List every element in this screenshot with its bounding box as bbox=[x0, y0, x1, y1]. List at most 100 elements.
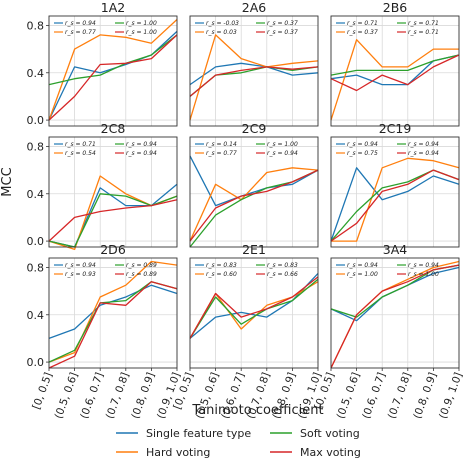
x-tick-label: (0.6, 0.7] bbox=[360, 371, 388, 420]
bottom-legend-label: Max voting bbox=[300, 446, 361, 459]
series-line-max-voting bbox=[330, 264, 460, 369]
bottom-legend: Single feature type Hard voting Soft votin… bbox=[116, 427, 361, 459]
series-line-soft-voting bbox=[48, 34, 178, 86]
panel-title: 2E1 bbox=[242, 242, 266, 257]
panel-title: 2C9 bbox=[242, 121, 267, 136]
y-tick-label: 0.0 bbox=[27, 114, 45, 127]
x-tick-label: (0.5, 0.6] bbox=[53, 371, 81, 420]
series-line-hard-voting bbox=[189, 281, 319, 339]
inner-legend-label: r_s = 0.14 bbox=[206, 141, 237, 148]
panel-title: 2D6 bbox=[100, 242, 126, 257]
x-tick-label: (0.7, 0.8] bbox=[104, 371, 132, 420]
inner-legend-label: r_s = 0.93 bbox=[65, 271, 96, 278]
inner-legend-label: r_s = 0.94 bbox=[126, 141, 157, 148]
inner-legend-label: r_s = 0.94 bbox=[408, 141, 439, 148]
inner-legend-label: r_s = 0.37 bbox=[267, 29, 298, 36]
x-tick-label: (0.7, 0.8] bbox=[386, 371, 414, 420]
series-line-hard-voting bbox=[331, 157, 460, 242]
inner-legend-label: r_s = 0.37 bbox=[347, 29, 378, 36]
inner-legend-label: r_s = 0.75 bbox=[347, 150, 378, 157]
y-tick-label: 0.0 bbox=[27, 235, 45, 248]
series-line-hard-voting bbox=[48, 175, 178, 251]
panel-frame bbox=[48, 257, 178, 369]
series-line-max-voting bbox=[189, 276, 319, 339]
series-line-max-voting bbox=[330, 169, 460, 242]
bottom-legend-label: Single feature type bbox=[146, 427, 251, 440]
series-line-single-feature-type bbox=[48, 30, 178, 121]
series-line-max-voting bbox=[48, 199, 178, 242]
series-line-soft-voting bbox=[330, 54, 460, 76]
inner-legend-label: r_s = 1.00 bbox=[126, 29, 157, 36]
y-tick-label: 0.8 bbox=[27, 261, 45, 274]
panel-title: 2B6 bbox=[383, 0, 408, 15]
x-tick-label: (0.9, 1.0] bbox=[437, 371, 465, 420]
series-line-soft-voting bbox=[330, 169, 460, 242]
y-tick-label: 0.0 bbox=[27, 356, 45, 369]
series-line-hard-voting bbox=[48, 19, 178, 121]
series-line-single-feature-type bbox=[189, 62, 319, 86]
panels-layer: 1A2 r_s = 0.94 r_s = 1.00 r_s = 0.77 r_s = 1… bbox=[27, 0, 465, 420]
series-line-max-voting bbox=[330, 54, 460, 92]
inner-legend-label: r_s = -0.03 bbox=[206, 20, 239, 27]
inner-legend-label: r_s = 0.94 bbox=[126, 150, 157, 157]
panel-title: 2C19 bbox=[379, 121, 412, 136]
series-line-single-feature-type bbox=[48, 284, 178, 340]
inner-legend-label: r_s = 0.03 bbox=[206, 29, 237, 36]
x-tick-label: [0, 0.5] bbox=[30, 371, 54, 411]
panel-frame bbox=[330, 257, 460, 369]
inner-legend-label: r_s = 0.77 bbox=[65, 29, 96, 36]
inner-legend-label: r_s = 0.77 bbox=[206, 150, 237, 157]
inner-legend-label: r_s = 0.71 bbox=[408, 29, 439, 36]
inner-legend-label: r_s = 0.94 bbox=[65, 20, 96, 27]
x-tick-label: (0.5, 0.6] bbox=[335, 371, 363, 420]
y-tick-label: 0.4 bbox=[27, 67, 45, 80]
bottom-legend-label: Soft voting bbox=[300, 427, 360, 440]
panel-2c9: 2C9 r_s = 0.14 r_s = 1.00 r_s = 0.77 r_s = 0… bbox=[189, 121, 319, 248]
inner-legend-label: r_s = 1.00 bbox=[267, 141, 298, 148]
inner-legend-label: r_s = 0.71 bbox=[65, 141, 96, 148]
series-line-hard-voting bbox=[189, 167, 319, 242]
series-line-max-voting bbox=[48, 281, 178, 369]
inner-legend-label: r_s = 0.94 bbox=[65, 262, 96, 269]
inner-legend-label: r_s = 0.66 bbox=[267, 271, 298, 278]
panel-frame bbox=[189, 15, 319, 127]
inner-legend-label: r_s = 0.60 bbox=[206, 271, 237, 278]
series-line-single-feature-type bbox=[330, 167, 460, 242]
bottom-legend-label: Hard voting bbox=[146, 446, 210, 459]
y-tick-label: 0.8 bbox=[27, 140, 45, 153]
inner-legend-label: r_s = 0.94 bbox=[347, 262, 378, 269]
panel-frame bbox=[48, 136, 178, 248]
series-line-hard-voting bbox=[189, 34, 319, 121]
series-line-soft-voting bbox=[189, 278, 319, 339]
inner-legend-label: r_s = 0.94 bbox=[267, 150, 298, 157]
inner-legend-label: r_s = 0.71 bbox=[347, 20, 378, 27]
inner-legend-label: r_s = 1.00 bbox=[347, 271, 378, 278]
series-line-soft-voting bbox=[48, 193, 178, 248]
panel-2c8: 2C8 r_s = 0.71 r_s = 0.94 r_s = 0.54 r_s = 0… bbox=[27, 121, 178, 251]
inner-legend-label: r_s = 0.89 bbox=[126, 262, 157, 269]
inner-legend-label: r_s = 0.54 bbox=[65, 150, 96, 157]
x-axis-label: Tanimoto coefficient bbox=[191, 403, 323, 418]
panel-frame bbox=[330, 15, 460, 127]
y-axis-label: MCC bbox=[0, 167, 15, 196]
series-line-hard-voting bbox=[330, 39, 459, 121]
panel-title: 3A4 bbox=[383, 242, 408, 257]
panel-title: 1A2 bbox=[101, 0, 125, 15]
series-line-max-voting bbox=[189, 66, 319, 97]
inner-legend-label: r_s = 0.94 bbox=[408, 262, 439, 269]
y-tick-label: 0.4 bbox=[27, 309, 45, 322]
inner-legend-label: r_s = 0.94 bbox=[408, 150, 439, 157]
inner-legend-label: r_s = 0.37 bbox=[267, 20, 298, 27]
panel-frame bbox=[189, 136, 319, 248]
series-line-max-voting bbox=[189, 169, 319, 242]
series-line-soft-voting bbox=[48, 281, 178, 363]
series-line-max-voting bbox=[48, 34, 178, 121]
y-tick-label: 0.4 bbox=[27, 188, 45, 201]
series-line-soft-voting bbox=[189, 169, 319, 248]
inner-legend-label: r_s = 0.83 bbox=[267, 262, 298, 269]
panel-frame bbox=[189, 257, 319, 369]
